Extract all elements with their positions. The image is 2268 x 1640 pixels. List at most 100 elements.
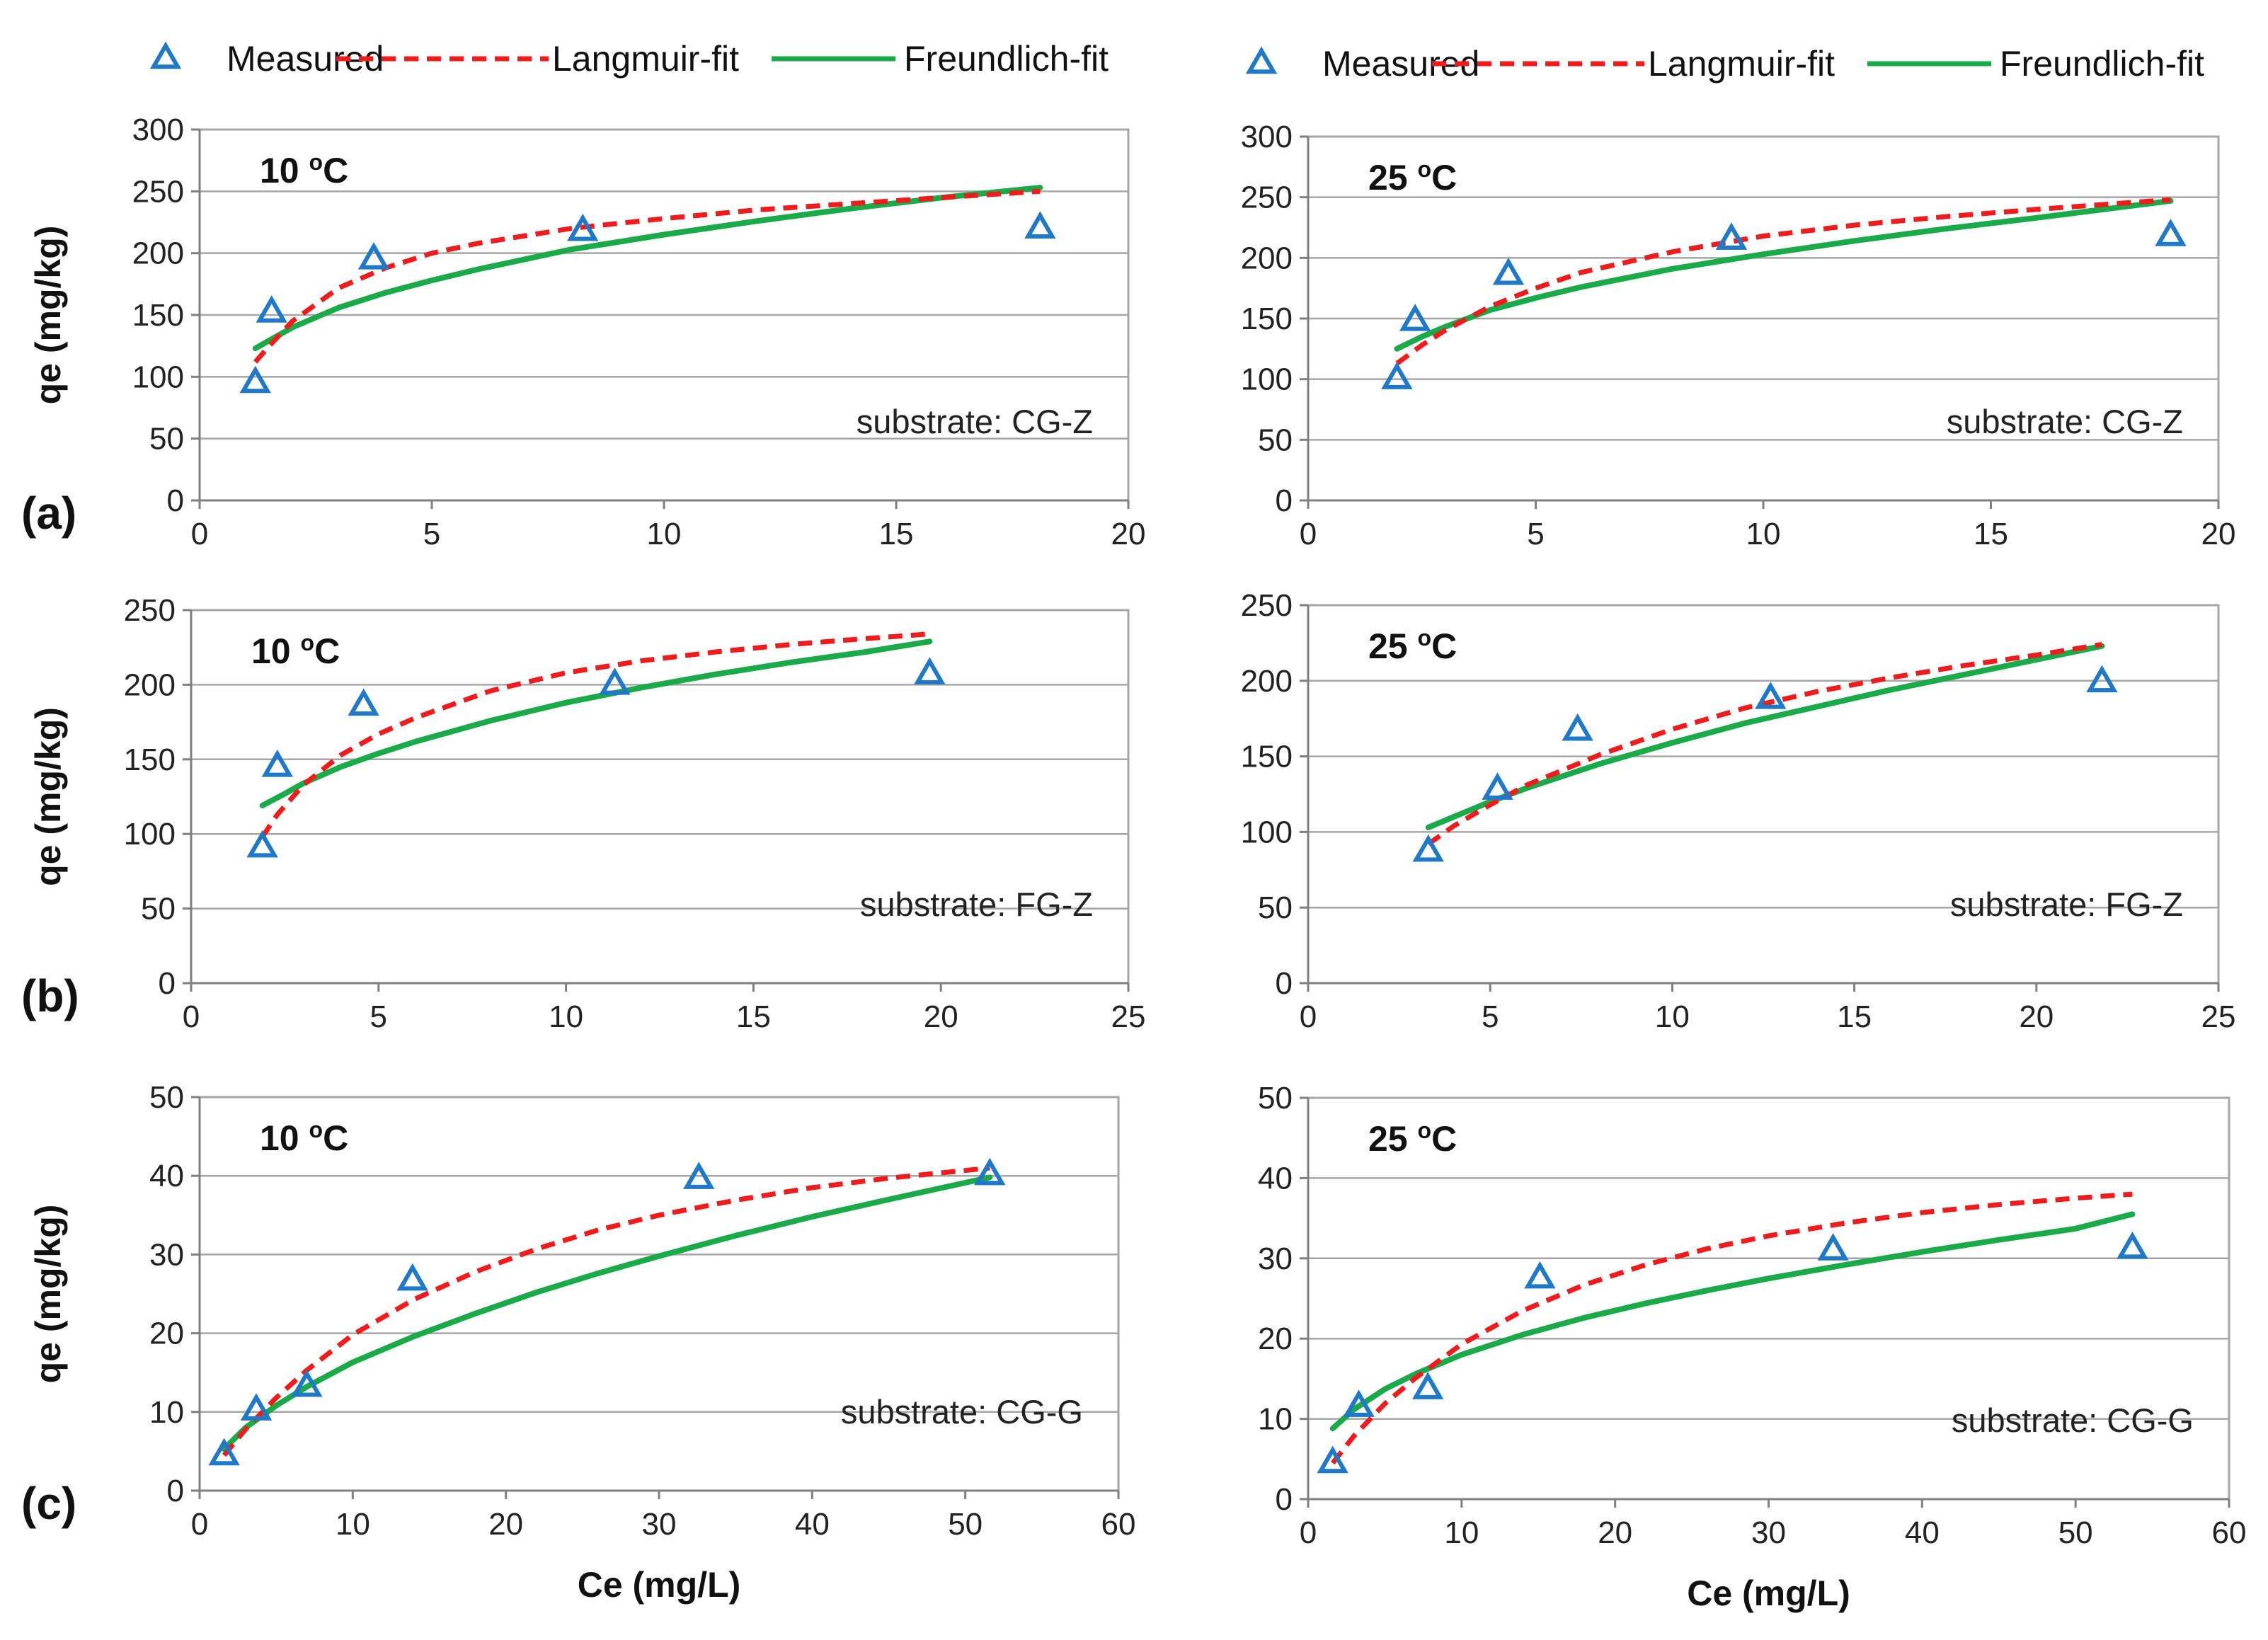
temperature-value: 10 — [260, 1118, 309, 1158]
row-label: (a) — [21, 488, 76, 539]
y-tick-label: 100 — [1241, 815, 1293, 849]
y-tick-label: 50 — [1258, 1081, 1293, 1116]
measured-point — [396, 1263, 428, 1291]
x-axis-label: Ce (mg/L) — [1687, 1573, 1850, 1613]
temperature-label: 10 oC — [260, 1117, 348, 1158]
substrate-label: substrate: FG-Z — [860, 885, 1093, 923]
y-tick-label: 250 — [132, 174, 184, 209]
x-tick-label: 60 — [1101, 1507, 1136, 1542]
x-tick-label: 20 — [2019, 999, 2054, 1034]
x-tick-label: 5 — [1527, 517, 1544, 551]
x-axis-label: Ce (mg/L) — [578, 1565, 741, 1605]
substrate-label: substrate: FG-Z — [1950, 885, 2183, 923]
y-tick-label: 20 — [1258, 1321, 1293, 1356]
measured-point — [683, 1162, 715, 1189]
x-tick-label: 0 — [1300, 999, 1317, 1034]
y-tick-label: 20 — [149, 1317, 184, 1351]
temperature-degree: o — [309, 1117, 323, 1142]
substrate-label: substrate: CG-G — [1952, 1401, 2194, 1439]
measured-point — [256, 295, 287, 323]
x-tick-label: 30 — [642, 1507, 677, 1542]
measured-point — [261, 749, 293, 777]
y-tick-label: 150 — [1241, 740, 1293, 774]
measured-point — [1482, 772, 1513, 800]
x-tick-label: 15 — [1974, 517, 2008, 551]
temperature-value: 25 — [1368, 1119, 1418, 1159]
legend-1: Measured Langmuir-fit Freundlich-fit — [149, 39, 1109, 79]
y-tick-label: 0 — [1276, 1482, 1293, 1517]
freundlich-fit-line — [1329, 1211, 2136, 1432]
x-tick-label: 10 — [1655, 999, 1690, 1034]
measured-point — [1024, 211, 1056, 239]
legend-freundlich-label: Freundlich-fit — [2000, 44, 2204, 84]
temperature-label: 10 oC — [251, 630, 340, 671]
x-tick-label: 20 — [1598, 1515, 1632, 1550]
legend-langmuir-label: Langmuir-fit — [1648, 44, 1835, 84]
y-tick-label: 40 — [149, 1159, 184, 1193]
substrate-label: substrate: CG-Z — [1947, 403, 2183, 440]
temperature-label: 25 oC — [1368, 625, 1457, 666]
y-axis-label: qe (mg/kg) — [28, 226, 68, 405]
y-tick-label: 200 — [1241, 664, 1293, 699]
x-tick-label: 0 — [183, 999, 200, 1034]
measured-point — [348, 688, 379, 716]
y-tick-label: 250 — [1241, 180, 1293, 215]
y-tick-label: 100 — [1241, 362, 1293, 397]
measured-point — [239, 365, 271, 394]
measured-point — [2155, 219, 2187, 246]
measured-point — [2086, 665, 2118, 693]
x-tick-label: 30 — [1751, 1515, 1786, 1550]
y-tick-label: 0 — [1276, 966, 1293, 1001]
temperature-label: 25 oC — [1368, 156, 1457, 197]
y-axis-label: qe (mg/kg) — [28, 1205, 68, 1384]
x-tick-label: 20 — [1111, 517, 1146, 551]
x-tick-label: 50 — [948, 1507, 983, 1542]
x-tick-label: 40 — [795, 1507, 830, 1542]
x-tick-label: 50 — [2058, 1515, 2093, 1550]
y-tick-label: 30 — [149, 1237, 184, 1272]
x-tick-label: 20 — [488, 1507, 523, 1542]
y-axis-label: qe (mg/kg) — [28, 707, 68, 886]
measured-point — [1343, 1389, 1375, 1417]
measured-point — [567, 213, 599, 241]
temperature-unit: C — [1431, 158, 1457, 197]
measured-point — [2117, 1231, 2148, 1259]
langmuir-fit-line — [1330, 1191, 2133, 1465]
langmuir-fit-line — [253, 188, 1041, 364]
measured-point — [1524, 1261, 1556, 1289]
y-tick-label: 250 — [1241, 588, 1293, 623]
measured-point — [1317, 1445, 1348, 1474]
x-tick-label: 20 — [2201, 517, 2236, 551]
measured-point — [914, 657, 946, 684]
temperature-label: 25 oC — [1368, 1118, 1457, 1159]
langmuir-fit-line — [1395, 197, 2171, 366]
langmuir-fit-line — [1426, 642, 2102, 847]
legend-langmuir-label: Langmuir-fit — [552, 39, 739, 79]
x-tick-label: 5 — [370, 999, 387, 1034]
measured-point — [1492, 257, 1525, 285]
y-tick-label: 10 — [149, 1395, 184, 1430]
x-tick-label: 10 — [336, 1507, 370, 1542]
substrate-label: substrate: CG-Z — [857, 403, 1093, 440]
measured-point — [1715, 222, 1748, 250]
temperature-unit: C — [323, 151, 348, 190]
temperature-unit: C — [1431, 626, 1457, 666]
y-tick-label: 200 — [124, 667, 176, 702]
row-label: (c) — [21, 1478, 76, 1529]
y-tick-label: 100 — [132, 360, 184, 394]
langmuir-fit-line — [260, 631, 930, 839]
y-tick-label: 40 — [1258, 1161, 1293, 1195]
temperature-unit: C — [1431, 1119, 1457, 1159]
y-tick-label: 50 — [1258, 890, 1293, 925]
y-tick-label: 50 — [141, 892, 176, 927]
measured-point — [357, 242, 390, 270]
temperature-value: 10 — [260, 151, 309, 190]
x-tick-label: 10 — [1746, 517, 1781, 551]
temperature-value: 10 — [251, 631, 301, 671]
x-tick-label: 10 — [1444, 1515, 1479, 1550]
